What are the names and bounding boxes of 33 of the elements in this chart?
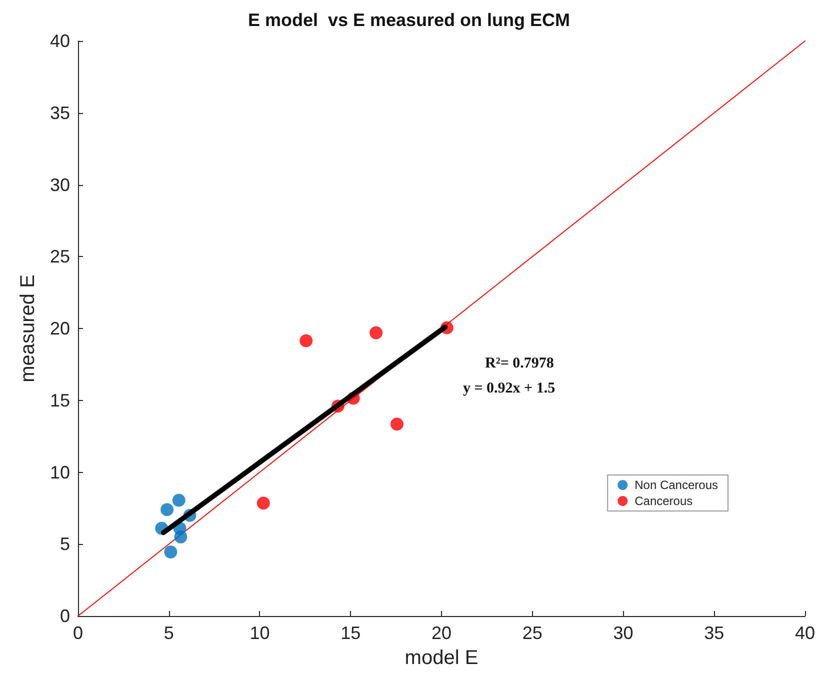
y-tick-label: 20 (50, 318, 70, 338)
y-axis-title: measured E (17, 274, 39, 382)
x-axis-title: model E (404, 647, 478, 669)
point (174, 530, 188, 544)
x-tick-label: 15 (340, 623, 361, 643)
y-tick-label: 10 (50, 462, 70, 482)
point (256, 496, 270, 510)
y-tick-label: 35 (50, 102, 70, 123)
point (172, 494, 186, 507)
y-tick-label: 30 (50, 174, 70, 195)
legend-label: Cancerous (634, 494, 693, 508)
x-tick-label: 20 (431, 623, 452, 643)
y-tick-label: 25 (50, 246, 70, 267)
y-tick-label: 40 (50, 31, 70, 51)
point (164, 546, 178, 559)
point (370, 326, 383, 340)
y-tick-label: 5 (60, 534, 70, 554)
x-tick-label: 25 (522, 623, 542, 643)
annotation: y = 0.92x + 1.5 (463, 380, 556, 396)
point (390, 418, 404, 431)
x-tick-label: 5 (164, 623, 174, 643)
x-tick-label: 35 (704, 623, 724, 643)
y-tick-label: 0 (60, 606, 70, 626)
legend-label: Non Cancerous (634, 478, 718, 492)
chart-title: E model vs E measured on lung ECM (248, 10, 570, 30)
point (160, 503, 174, 516)
x-tick-label: 0 (72, 623, 84, 643)
x-tick-label: 30 (613, 623, 634, 643)
y-tick-label: 15 (50, 390, 70, 410)
x-tick-label: 10 (250, 623, 270, 643)
annotation: R²= 0.7978 (485, 356, 554, 372)
point (300, 334, 313, 348)
x-tick-label: 40 (794, 623, 816, 643)
